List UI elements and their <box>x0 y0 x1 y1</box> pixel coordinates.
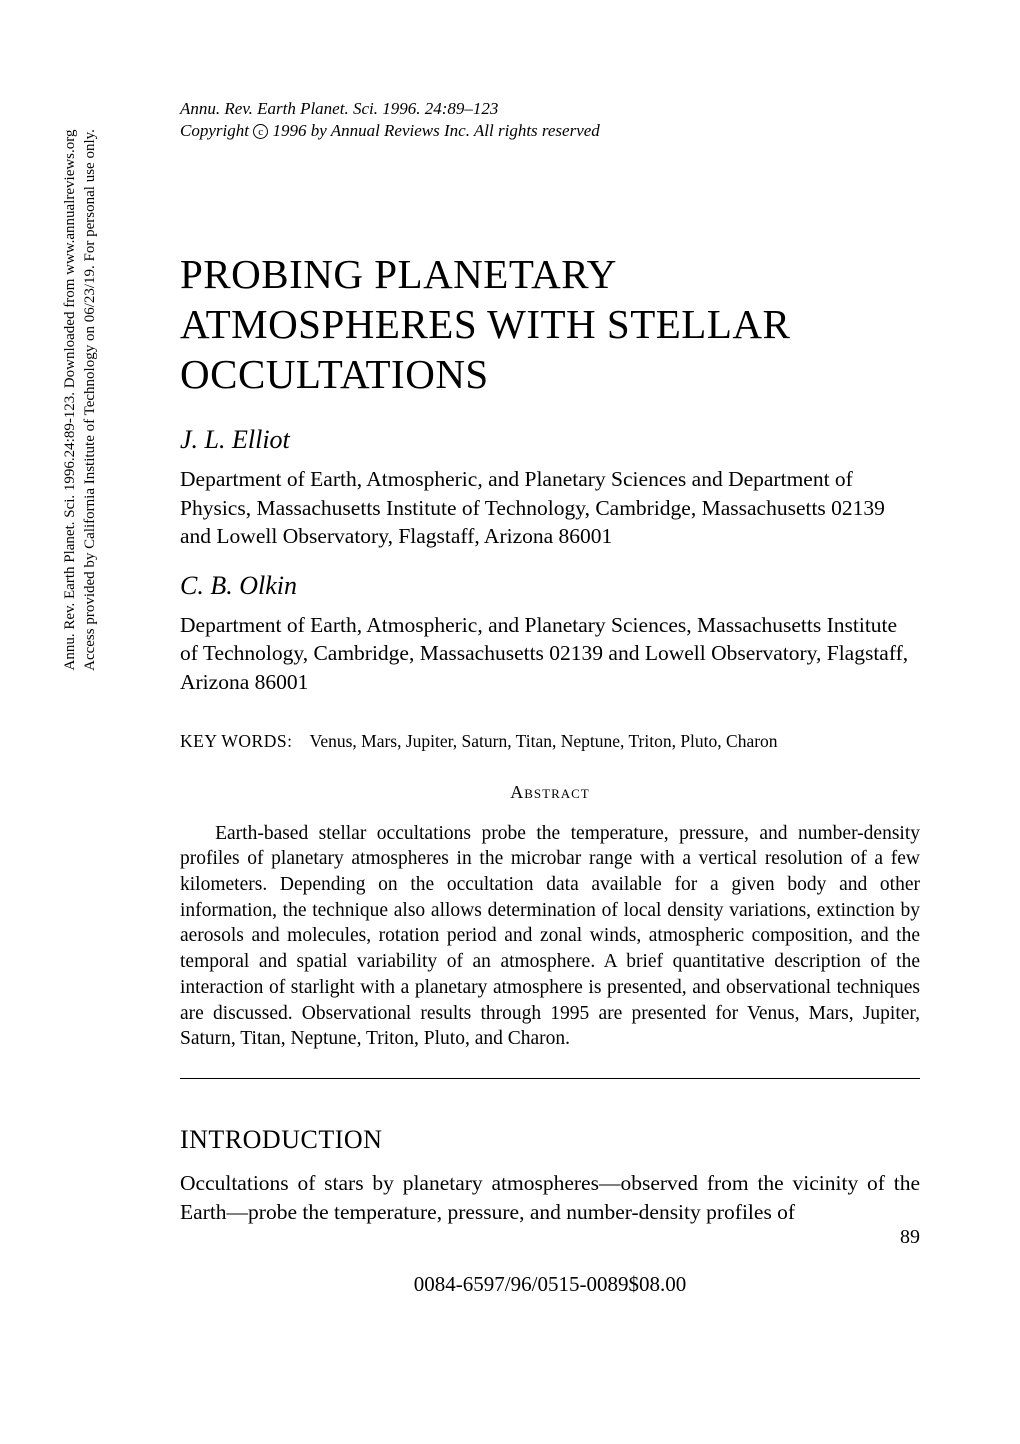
keywords-block: KEY WORDS: Venus, Mars, Jupiter, Saturn,… <box>180 731 920 752</box>
page-number: 89 <box>900 1226 920 1249</box>
keywords-text: Venus, Mars, Jupiter, Saturn, Titan, Nep… <box>310 731 778 751</box>
copyright-icon: c <box>253 124 268 139</box>
sidebar-line-1: Annu. Rev. Earth Planet. Sci. 1996.24:89… <box>62 130 78 671</box>
author-2-name: C. B. Olkin <box>180 571 920 601</box>
sidebar-line-2: Access provided by California Institute … <box>82 129 98 671</box>
copyright-line: Copyright c 1996 by Annual Reviews Inc. … <box>180 121 920 141</box>
abstract-body: Earth-based stellar occultations probe t… <box>180 821 920 1053</box>
footer-issn-code: 0084-6597/96/0515-0089$08.00 <box>180 1272 920 1297</box>
download-attribution-sidebar: Annu. Rev. Earth Planet. Sci. 1996.24:89… <box>60 80 101 720</box>
article-title: PROBING PLANETARY ATMOSPHERES WITH STELL… <box>180 249 920 399</box>
introduction-body: Occultations of stars by planetary atmos… <box>180 1169 920 1226</box>
abstract-heading: Abstract <box>180 782 920 803</box>
author-1-affiliation: Department of Earth, Atmospheric, and Pl… <box>180 465 920 551</box>
divider <box>180 1078 920 1079</box>
section-heading-introduction: INTRODUCTION <box>180 1125 920 1155</box>
journal-reference: Annu. Rev. Earth Planet. Sci. 1996. 24:8… <box>180 98 920 121</box>
author-1-name: J. L. Elliot <box>180 425 920 455</box>
page-content: Annu. Rev. Earth Planet. Sci. 1996. 24:8… <box>180 98 920 1297</box>
copyright-pre: Copyright <box>180 121 253 140</box>
author-2-affiliation: Department of Earth, Atmospheric, and Pl… <box>180 611 920 697</box>
keywords-label: KEY WORDS: <box>180 731 292 751</box>
copyright-post: 1996 by Annual Reviews Inc. All rights r… <box>268 121 600 140</box>
